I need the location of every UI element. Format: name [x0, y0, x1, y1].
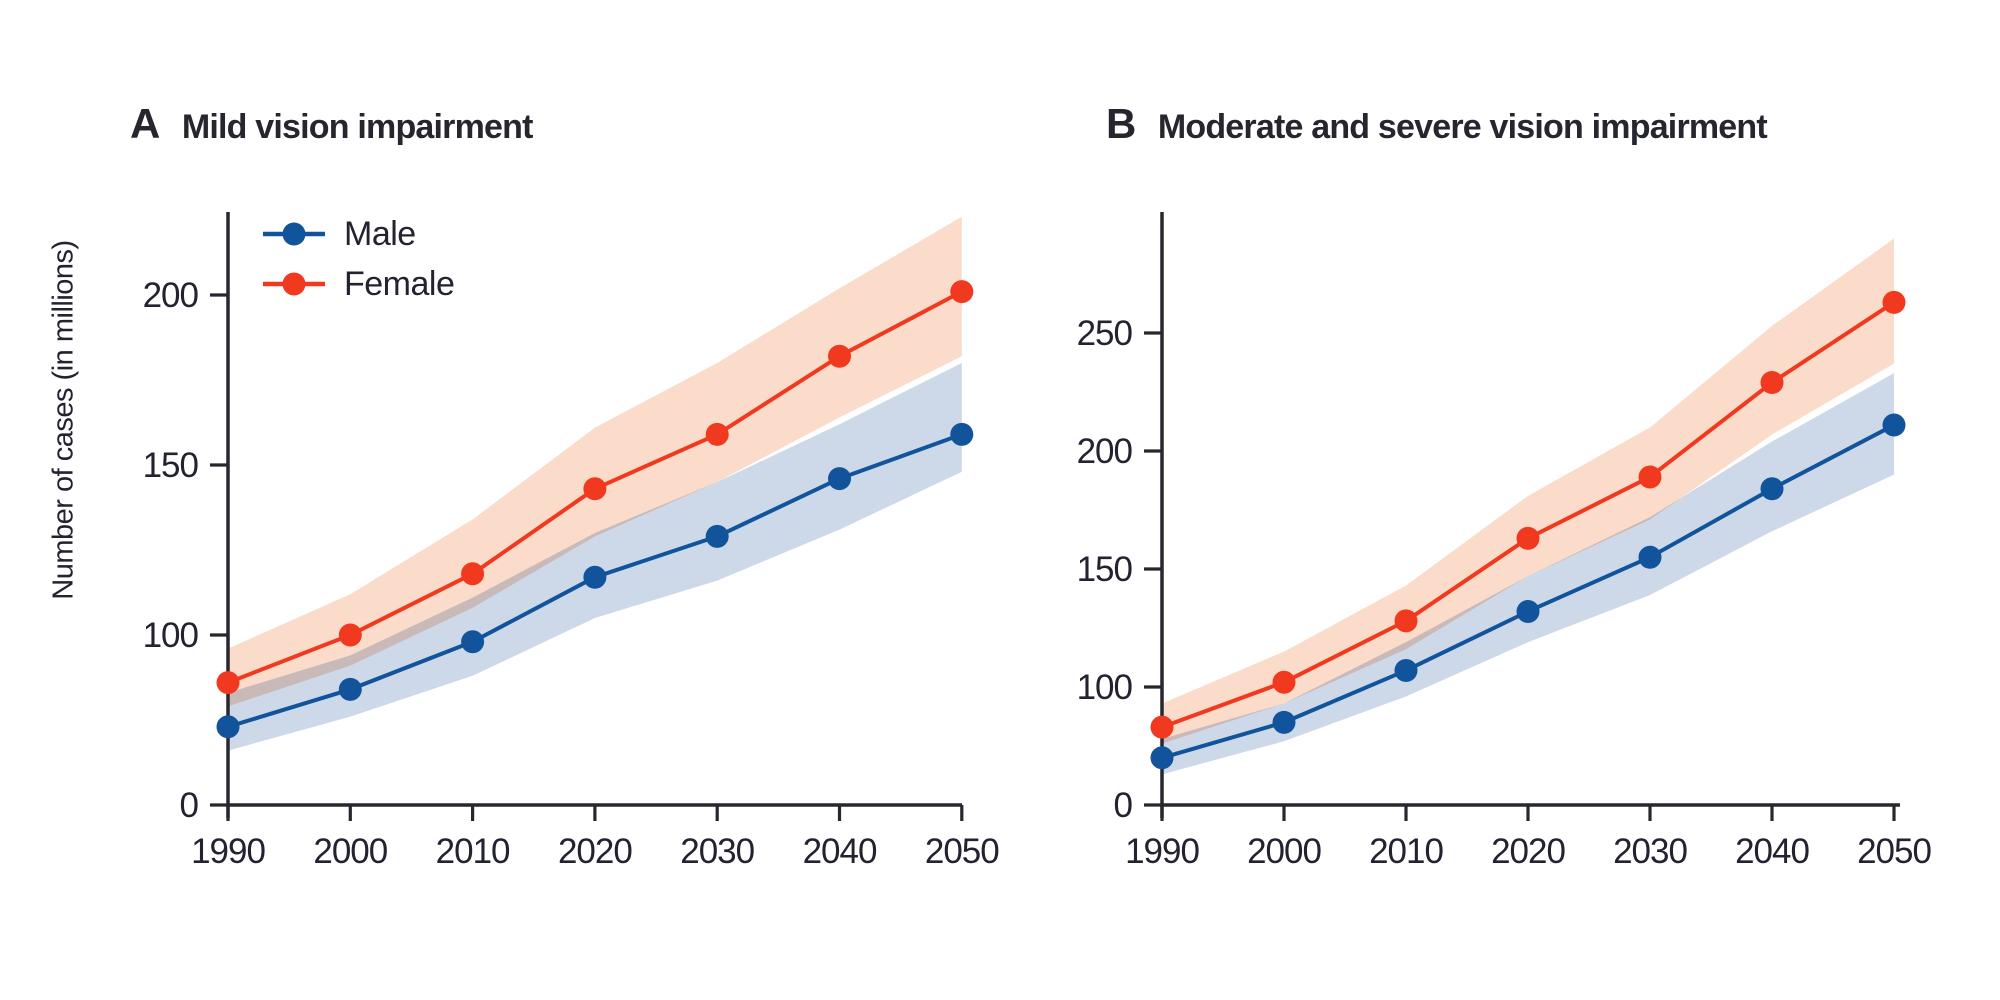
x-tick-label: 2000	[313, 832, 387, 871]
female-uncertainty-band	[228, 216, 962, 707]
female-point-2010	[461, 562, 485, 586]
x-tick-label: 1990	[191, 832, 265, 871]
female-uncertainty-band	[1162, 238, 1894, 744]
x-tick-label: 2040	[1735, 832, 1809, 871]
x-tick-label: 2020	[558, 832, 632, 871]
male-point-2020	[583, 565, 607, 589]
female-point-2030	[705, 422, 729, 446]
panel-b-title: B Moderate and severe vision impairment	[1106, 100, 1768, 148]
male-uncertainty-band	[1162, 373, 1894, 775]
panel-a-title-text: Mild vision impairment	[181, 108, 534, 146]
panel-b-title-text: Moderate and severe vision impairment	[1157, 108, 1768, 146]
male-point-2030	[705, 524, 729, 548]
male-point-1990	[216, 715, 240, 739]
male-point-2030	[1638, 545, 1662, 569]
legend-male-label: Male	[344, 214, 416, 253]
y-tick-label: 150	[143, 446, 199, 485]
y-tick-label: 0	[180, 786, 199, 825]
y-axis-title: Number of cases (in millions)	[47, 240, 80, 600]
male-point-1990	[1150, 746, 1174, 770]
male-point-2050	[1882, 413, 1906, 437]
y-tick-label: 100	[143, 616, 199, 655]
female-point-2050	[1882, 290, 1906, 314]
legend-item-female: Female	[260, 263, 455, 305]
female-point-2020	[583, 477, 607, 501]
female-legend-dot	[282, 272, 306, 296]
male-point-2000	[338, 677, 362, 701]
male-point-2010	[461, 630, 485, 654]
male-point-2040	[828, 467, 851, 491]
y-tick-label: 0	[1114, 786, 1133, 825]
female-point-2040	[828, 344, 851, 368]
female-legend-marker-icon	[263, 272, 325, 296]
male-point-2040	[1760, 477, 1784, 501]
panel-a: 0 100 150 200 1990 2000 2010 2020 2030 2040 2050	[143, 212, 1000, 871]
male-point-2020	[1516, 599, 1540, 623]
panel-b-letter: B	[1106, 100, 1136, 147]
x-tick-label: 2000	[1247, 832, 1321, 871]
x-tick-label: 2030	[680, 832, 754, 871]
y-tick-label: 100	[1077, 668, 1133, 707]
male-point-2010	[1394, 658, 1418, 682]
x-tick-label: 2020	[1491, 832, 1565, 871]
female-point-2000	[338, 623, 362, 647]
male-legend-dot	[282, 222, 306, 246]
female-point-1990	[216, 671, 240, 695]
x-tick-label: 2010	[1369, 832, 1443, 871]
panel-a-letter: A	[130, 100, 160, 147]
female-point-2020	[1516, 526, 1540, 550]
y-tick-label: 200	[1077, 432, 1133, 471]
legend-female-label: Female	[344, 264, 455, 303]
female-point-2040	[1760, 371, 1784, 395]
female-point-2030	[1638, 465, 1662, 489]
male-point-2050	[950, 422, 974, 446]
male-uncertainty-band	[228, 363, 962, 751]
x-tick-label: 1990	[1125, 832, 1199, 871]
female-point-2010	[1394, 609, 1418, 633]
male-point-2000	[1272, 710, 1296, 734]
x-tick-label: 2010	[436, 832, 510, 871]
female-point-2050	[950, 280, 974, 304]
legend: Male Female	[260, 213, 455, 305]
male-legend-marker-icon	[263, 222, 325, 246]
x-tick-label: 2030	[1613, 832, 1687, 871]
y-tick-label: 250	[1077, 314, 1133, 353]
panel-a-title: A Mild vision impairment	[130, 100, 533, 148]
panel-b: 0 100 150 200 250 1990 2000 2010 2020 2030 2040 205…	[1077, 212, 1932, 871]
x-tick-label: 2050	[1857, 832, 1931, 871]
y-tick-label: 200	[143, 276, 199, 315]
female-point-2000	[1272, 670, 1296, 694]
x-tick-label: 2040	[803, 832, 877, 871]
y-tick-label: 150	[1077, 550, 1133, 589]
x-tick-label: 2050	[925, 832, 999, 871]
female-point-1990	[1150, 715, 1174, 739]
legend-item-male: Male	[260, 213, 454, 255]
